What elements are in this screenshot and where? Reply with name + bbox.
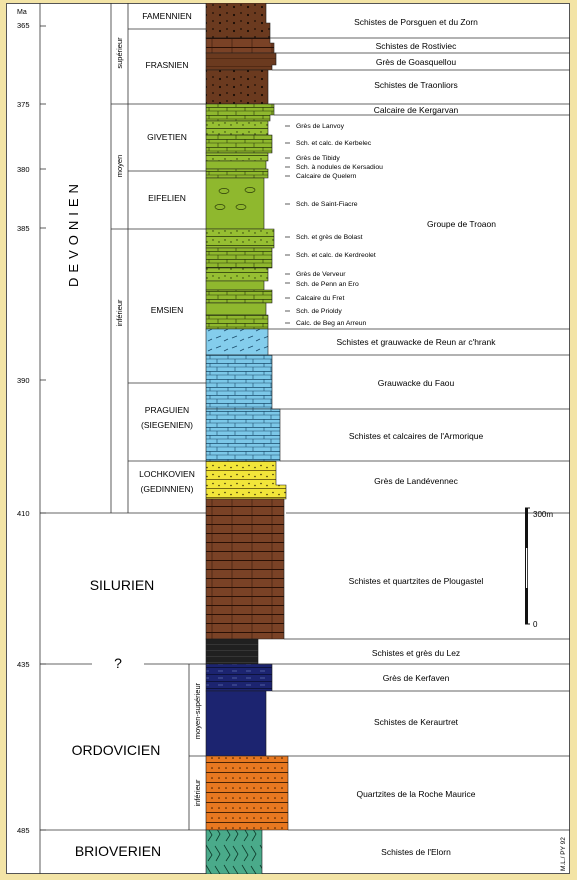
series-label: inférieur bbox=[115, 299, 124, 327]
age-label: 435 bbox=[17, 660, 30, 669]
stage-label: FAMENNIEN bbox=[142, 11, 192, 21]
formation-label: Schistes et grauwacke de Reun ar c'hrank bbox=[337, 337, 497, 347]
series-label: moyen bbox=[115, 155, 124, 178]
layer-porsguen bbox=[205, 2, 271, 39]
member-label: Sch. de Penn an Ero bbox=[296, 281, 359, 288]
age-label: 385 bbox=[17, 224, 30, 233]
system-label-devonien: DEVONIEN bbox=[66, 179, 81, 287]
system-label-ordovicien: ORDOVICIEN bbox=[72, 742, 161, 758]
member-label: Sch. et calc. de Kerdreolet bbox=[296, 252, 376, 259]
stage-label: FRASNIEN bbox=[146, 60, 189, 70]
layer-plougastel bbox=[205, 498, 285, 640]
layer-lez bbox=[205, 638, 259, 665]
layer-keraurtret bbox=[205, 690, 267, 757]
member-label: Calc. de Beg an Arreun bbox=[296, 320, 366, 327]
age-label: 485 bbox=[17, 826, 30, 835]
layer-faou bbox=[205, 354, 273, 410]
layer-saint-fiacre bbox=[205, 177, 265, 230]
stage-label: LOCHKOVIEN bbox=[139, 469, 195, 479]
stage-label: PRAGUIEN bbox=[145, 405, 189, 415]
member-label: Calcaire du Fret bbox=[296, 295, 344, 302]
series-label: supérieur bbox=[115, 37, 124, 69]
member-ticks bbox=[285, 125, 290, 324]
layer-elorn bbox=[205, 829, 263, 875]
stage-label: GIVETIEN bbox=[147, 132, 187, 142]
layer-kerbelec bbox=[205, 134, 273, 154]
formation-label: Schistes de Keraurtret bbox=[374, 717, 459, 727]
stratigraphic-diagram: Ma 365 375 380 385 390 410 435 485 DEVON… bbox=[6, 2, 570, 875]
layer-reun-ar-chrank bbox=[205, 328, 269, 356]
system-label-brioverien: BRIOVERIEN bbox=[75, 843, 161, 859]
stage-label: (SIEGENIEN) bbox=[141, 420, 193, 430]
layer-traonliors bbox=[205, 69, 269, 105]
layer-bolast bbox=[205, 228, 275, 249]
scale-bar bbox=[525, 507, 530, 625]
age-label: 390 bbox=[17, 376, 30, 385]
layer-kerfaven bbox=[205, 663, 273, 692]
member-label: Sch. de Saint-Fiacre bbox=[296, 201, 358, 208]
formation-label: Grès de Landévennec bbox=[374, 476, 458, 486]
stage-label: EIFELIEN bbox=[148, 193, 186, 203]
age-label: 365 bbox=[17, 21, 30, 30]
layer-lanvoy bbox=[205, 120, 269, 136]
series-label: inférieur bbox=[193, 779, 202, 807]
member-label: Grès de Verveur bbox=[296, 271, 346, 278]
layer-goasquellou bbox=[205, 52, 277, 71]
age-label: 380 bbox=[17, 165, 30, 174]
formation-label: Schistes et calcaires de l'Armorique bbox=[349, 431, 484, 441]
member-label: Grès de Lanvoy bbox=[296, 123, 345, 130]
age-unit-label: Ma bbox=[17, 9, 27, 16]
member-label: Sch. à nodules de Kersadiou bbox=[296, 164, 383, 171]
formation-label: Schistes et grès du Lez bbox=[372, 648, 460, 658]
formation-label: Grès de Kerfaven bbox=[383, 673, 450, 683]
lithologic-column bbox=[205, 2, 289, 875]
layer-quelern bbox=[205, 168, 269, 179]
layer-fret bbox=[205, 289, 273, 304]
formation-label: Schistes de l'Elorn bbox=[381, 847, 451, 857]
member-label: Sch. et grès de Bolast bbox=[296, 234, 363, 241]
scale-bar-bottom-label: 0 bbox=[533, 620, 538, 629]
layer-kerdreolet bbox=[205, 247, 273, 269]
formation-lines bbox=[258, 37, 570, 831]
formation-label: Quartzites de la Roche Maurice bbox=[356, 789, 475, 799]
age-ticks bbox=[40, 25, 46, 831]
layer-rostiviec bbox=[205, 37, 275, 54]
layer-penn-an-ero bbox=[205, 280, 265, 291]
frame-border bbox=[6, 3, 570, 874]
layer-armorique bbox=[205, 408, 281, 462]
formation-label: Grès de Goasquellou bbox=[376, 57, 457, 67]
credit-label: M.L./ PY 92 bbox=[560, 837, 567, 871]
age-label: 410 bbox=[17, 509, 30, 518]
member-label: Sch. de Prioldy bbox=[296, 308, 342, 315]
question-mark: ? bbox=[114, 655, 122, 671]
formation-label: Schistes de Porsguen et du Zorn bbox=[354, 17, 478, 27]
formation-label: Schistes de Traonliors bbox=[374, 80, 458, 90]
group-label: Groupe de Troaon bbox=[427, 219, 496, 229]
formation-label: Calcaire de Kergarvan bbox=[374, 105, 459, 115]
layer-kersadiou bbox=[205, 160, 267, 170]
layer-beg-an-arreun bbox=[205, 314, 269, 330]
age-label: 375 bbox=[17, 100, 30, 109]
layer-landevennec bbox=[205, 460, 287, 500]
stage-label: EMSIEN bbox=[151, 305, 184, 315]
layer-roche-maurice bbox=[205, 755, 289, 831]
layer-tibidy bbox=[205, 152, 269, 162]
stratigraphic-column: Ma 365 375 380 385 390 410 435 485 DEVON… bbox=[6, 2, 570, 875]
system-label-silurien: SILURIEN bbox=[90, 577, 155, 593]
formation-label: Schistes et quartzites de Plougastel bbox=[349, 576, 484, 586]
series-label: moyen-supérieur bbox=[193, 682, 202, 739]
layer-verveur bbox=[205, 267, 269, 282]
formation-label: Schistes de Rostiviec bbox=[376, 41, 458, 51]
formation-label: Grauwacke du Faou bbox=[378, 378, 455, 388]
stage-label: (GEDINNIEN) bbox=[141, 484, 194, 494]
member-label: Grès de Tibidy bbox=[296, 155, 340, 162]
member-label: Sch. et calc. de Kerbelec bbox=[296, 140, 372, 147]
scale-bar-top-label: 300m bbox=[533, 510, 553, 519]
layer-kergarvan bbox=[205, 103, 275, 122]
member-label: Calcaire de Quelern bbox=[296, 173, 357, 180]
layer-prioldy bbox=[205, 302, 267, 316]
